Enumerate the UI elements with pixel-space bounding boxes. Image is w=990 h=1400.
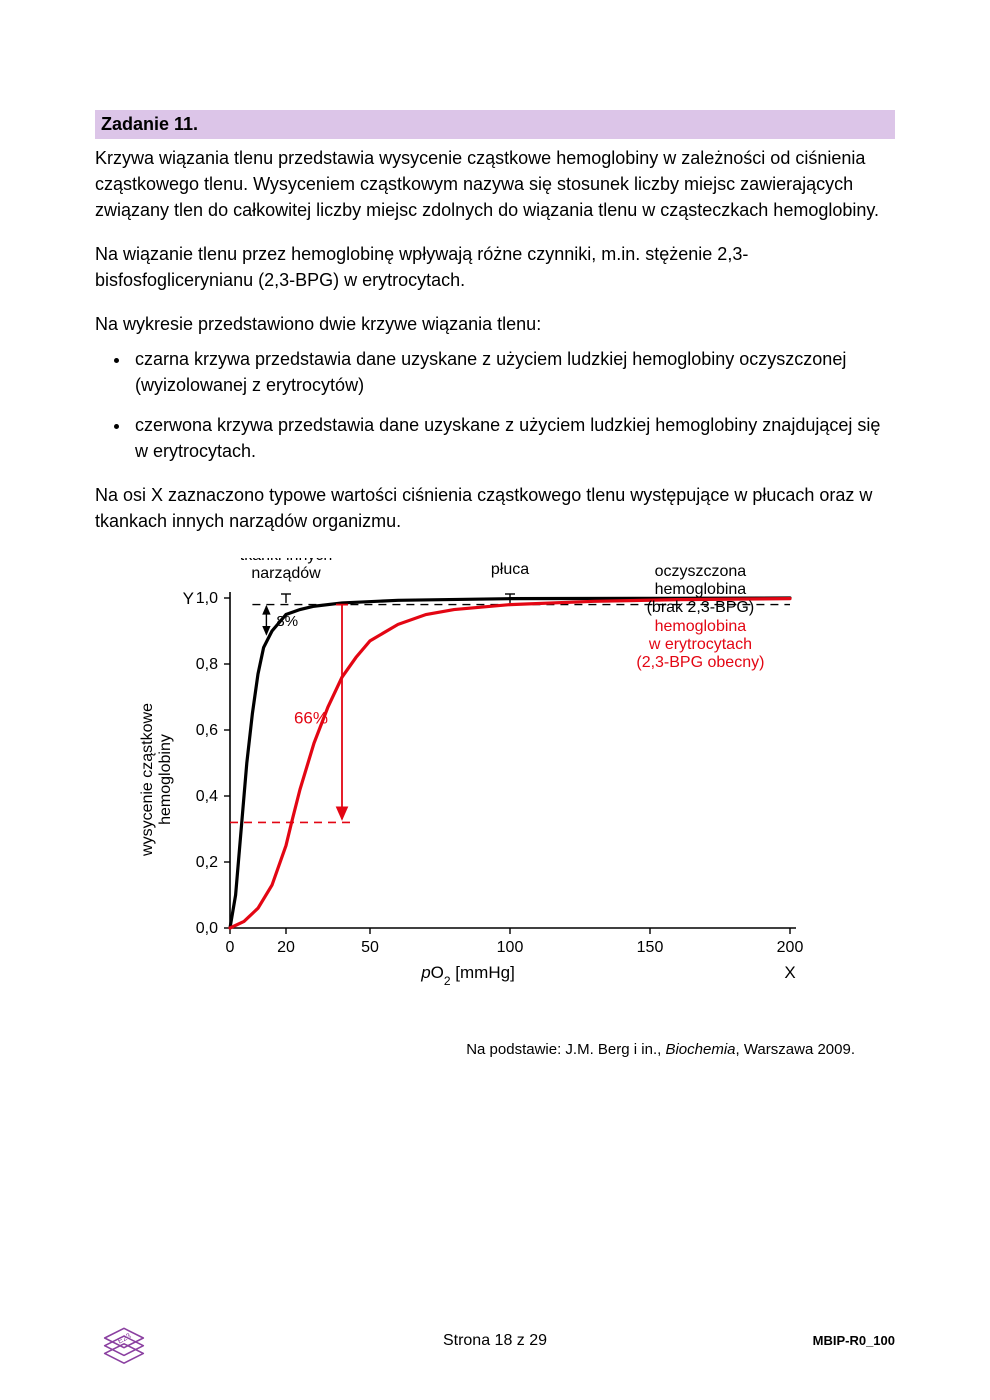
svg-text:0,4: 0,4 (196, 788, 218, 805)
document-code: MBIP-R0_100 (813, 1333, 895, 1348)
svg-text:tkanki innych: tkanki innych (240, 558, 333, 564)
source-suffix: , Warszawa 2009. (736, 1041, 856, 1058)
oxygen-binding-chart: 0,0 0,2 0,4 0,6 0,8 1,0 0 20 50 100 150 200 Y Xwysyce… (105, 558, 895, 1023)
svg-text:oczyszczona: oczyszczona (655, 563, 747, 580)
svg-text:E23: E23 (116, 1331, 132, 1345)
svg-text:0,0: 0,0 (196, 920, 218, 937)
source-citation: Na podstawie: J.M. Berg i in., Biochemia… (95, 1041, 895, 1058)
chart-svg: 0,0 0,2 0,4 0,6 0,8 1,0 0 20 50 100 150 200 Y Xwysyce… (105, 558, 865, 1018)
svg-text:X: X (784, 963, 795, 982)
paragraph-bpg: Na wiązanie tlenu przez hemoglobinę wpły… (95, 241, 895, 293)
page: Zadanie 11. Krzywa wiązania tlenu przeds… (0, 0, 990, 1400)
svg-text:0: 0 (226, 939, 235, 956)
svg-text:(2,3-BPG obecny): (2,3-BPG obecny) (636, 654, 764, 671)
svg-text:100: 100 (497, 939, 524, 956)
page-number: Strona 18 z 29 (443, 1332, 547, 1350)
svg-text:płuca: płuca (491, 561, 529, 578)
svg-text:wysycenie cząstkowe: wysycenie cząstkowe (139, 703, 156, 857)
svg-text:(brak 2,3-BPG): (brak 2,3-BPG) (647, 599, 755, 616)
bullet-black-curve: czarna krzywa przedstawia dane uzyskane … (131, 346, 895, 398)
svg-text:50: 50 (361, 939, 379, 956)
svg-text:Y: Y (183, 589, 194, 608)
svg-text:8%: 8% (276, 613, 298, 630)
svg-text:1,0: 1,0 (196, 590, 218, 607)
paragraph-curves-intro: Na wykresie przedstawiono dwie krzywe wi… (95, 311, 895, 337)
source-title: Biochemia (665, 1041, 735, 1058)
svg-text:0,8: 0,8 (196, 656, 218, 673)
svg-text:0,6: 0,6 (196, 722, 218, 739)
svg-text:w erytrocytach: w erytrocytach (648, 636, 752, 653)
task-header: Zadanie 11. (95, 110, 895, 139)
paragraph-intro: Krzywa wiązania tlenu przedstawia wysyce… (95, 145, 895, 223)
svg-text:200: 200 (777, 939, 804, 956)
exam-logo-icon: E23 (95, 1309, 153, 1372)
svg-text:66%: 66% (294, 709, 328, 728)
bullet-list: czarna krzywa przedstawia dane uzyskane … (95, 346, 895, 464)
bullet-red-curve: czerwona krzywa przedstawia dane uzyskan… (131, 412, 895, 464)
paragraph-x-axis: Na osi X zaznaczono typowe wartości ciśn… (95, 482, 895, 534)
svg-text:0,2: 0,2 (196, 854, 218, 871)
svg-text:hemoglobina: hemoglobina (655, 618, 747, 635)
svg-text:pO2 [mmHg]: pO2 [mmHg] (420, 963, 515, 988)
svg-text:150: 150 (637, 939, 664, 956)
svg-text:20: 20 (277, 939, 295, 956)
svg-text:hemoglobiny: hemoglobiny (157, 734, 174, 825)
svg-text:narządów: narządów (251, 565, 321, 582)
page-footer: E23 Strona 18 z 29 MBIP-R0_100 (0, 1309, 990, 1372)
source-prefix: Na podstawie: J.M. Berg i in., (466, 1041, 665, 1058)
svg-text:hemoglobina: hemoglobina (655, 581, 747, 598)
